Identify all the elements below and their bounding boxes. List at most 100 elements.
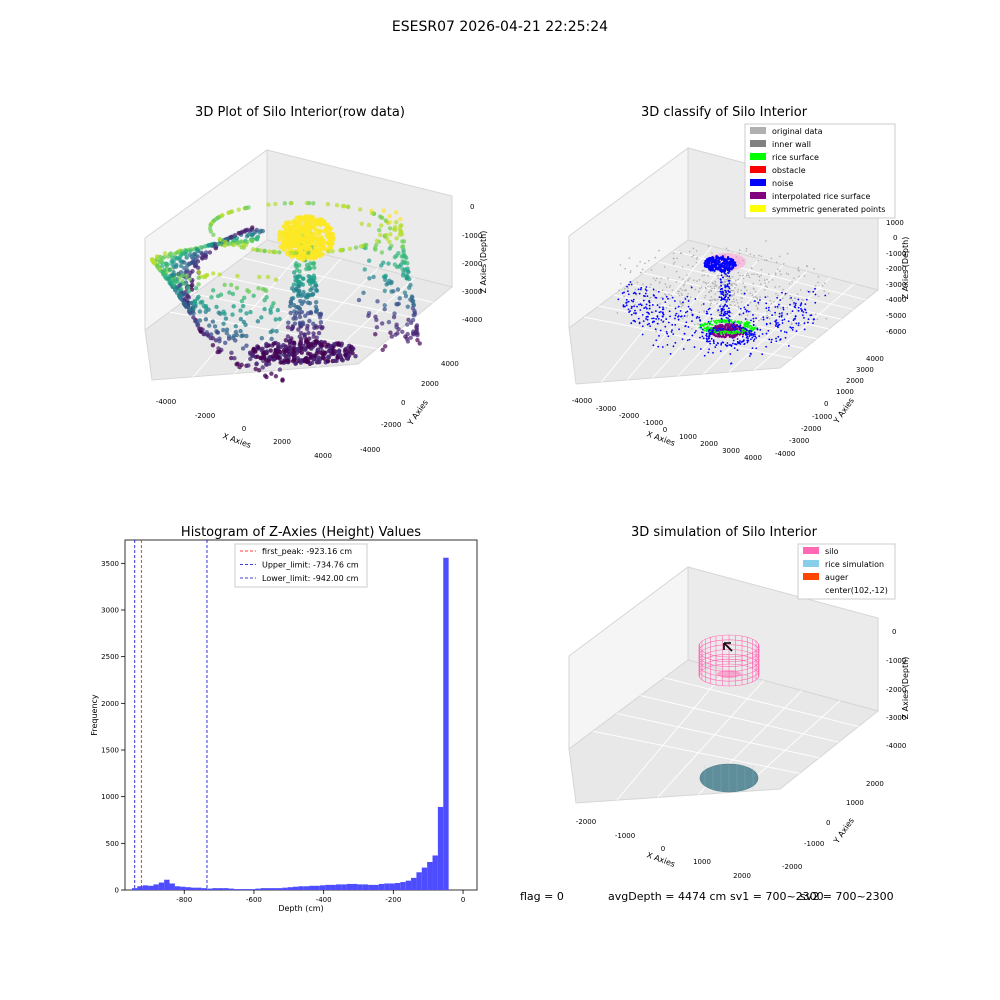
- panel1-y-tick: 2000: [421, 380, 439, 388]
- data-point: [308, 274, 313, 280]
- data-point: [723, 272, 726, 275]
- data-point: [627, 287, 630, 289]
- data-point: [723, 308, 725, 311]
- data-point: [689, 308, 692, 310]
- data-point: [628, 283, 631, 286]
- data-point: [317, 229, 323, 234]
- data-point: [726, 260, 729, 263]
- data-point: [780, 315, 783, 318]
- data-point: [203, 250, 209, 255]
- status-footer: flag = 0 avgDepth = 4474 cm sv1 = 700~23…: [520, 890, 894, 903]
- grid-line: [652, 258, 760, 379]
- data-point: [192, 251, 198, 257]
- data-point: [733, 292, 736, 295]
- panel2-x-label: X Axies: [645, 429, 676, 448]
- panel2-z-label: Z Axies (Depth): [901, 237, 910, 300]
- data-point: [817, 295, 820, 298]
- data-point: [725, 345, 728, 347]
- data-point: [257, 274, 262, 280]
- data-point: [730, 289, 733, 292]
- data-point: [770, 338, 773, 341]
- data-point: [752, 335, 755, 337]
- panel1-points: [149, 200, 422, 383]
- data-point: [719, 290, 722, 293]
- legend-label: inner wall: [772, 140, 811, 149]
- data-point: [382, 288, 388, 294]
- data-point: [281, 342, 286, 348]
- data-point: [248, 309, 253, 315]
- data-point: [236, 207, 241, 212]
- data-point: [396, 327, 401, 332]
- data-point: [781, 314, 783, 317]
- data-point: [265, 274, 271, 280]
- data-point: [239, 298, 245, 304]
- data-point: [794, 302, 797, 305]
- data-point: [302, 332, 307, 337]
- data-point: [644, 306, 647, 308]
- data-point: [684, 281, 686, 283]
- data-point: [622, 305, 625, 308]
- histogram-bar: [207, 888, 213, 890]
- data-point: [727, 307, 730, 310]
- data-point: [734, 263, 737, 267]
- data-point: [729, 353, 732, 355]
- data-point: [301, 216, 307, 221]
- data-point: [691, 334, 694, 337]
- data-point: [705, 332, 708, 335]
- data-point: [217, 272, 222, 277]
- data-point: [721, 287, 724, 290]
- data-point: [746, 314, 749, 316]
- data-point: [733, 287, 736, 289]
- data-point: [297, 221, 303, 226]
- data-point: [775, 340, 778, 343]
- data-point: [306, 200, 312, 206]
- data-point: [736, 302, 739, 304]
- data-point: [295, 346, 301, 352]
- data-point: [634, 312, 637, 315]
- data-point: [316, 330, 322, 336]
- data-point: [714, 332, 717, 335]
- data-point: [391, 289, 396, 294]
- data-point: [196, 269, 202, 275]
- data-point: [700, 327, 703, 330]
- legend-swatch: [803, 560, 819, 567]
- data-point: [296, 327, 301, 332]
- histogram-bar: [309, 885, 315, 890]
- grid-line: [592, 730, 800, 774]
- data-point: [238, 230, 243, 236]
- data-point: [658, 282, 661, 284]
- data-point: [217, 237, 222, 242]
- data-point: [410, 317, 416, 323]
- data-point: [237, 364, 242, 370]
- panel4-y-tick: 2000: [866, 780, 884, 788]
- data-point: [709, 342, 712, 345]
- data-point: [393, 210, 399, 215]
- data-point: [703, 327, 706, 330]
- data-point: [318, 320, 324, 325]
- data-point: [682, 304, 684, 307]
- data-point: [695, 258, 698, 260]
- data-point: [363, 243, 368, 248]
- data-point: [718, 296, 721, 299]
- data-point: [764, 282, 766, 285]
- panel4-x-label: X Axies: [645, 850, 676, 869]
- data-point: [723, 281, 726, 284]
- data-point: [184, 255, 189, 260]
- data-point: [666, 344, 669, 346]
- data-point: [747, 304, 749, 307]
- data-point: [672, 345, 675, 348]
- data-point: [349, 344, 354, 350]
- data-point: [712, 320, 715, 322]
- data-point: [750, 319, 752, 322]
- data-point: [752, 340, 755, 342]
- data-point: [755, 347, 758, 350]
- data-point: [825, 317, 828, 320]
- data-point: [283, 234, 288, 239]
- data-point: [240, 303, 246, 309]
- data-point: [738, 252, 741, 255]
- data-point: [215, 349, 220, 355]
- data-point: [234, 285, 240, 291]
- data-point: [713, 287, 716, 290]
- data-point: [765, 345, 768, 348]
- data-point: [304, 266, 309, 272]
